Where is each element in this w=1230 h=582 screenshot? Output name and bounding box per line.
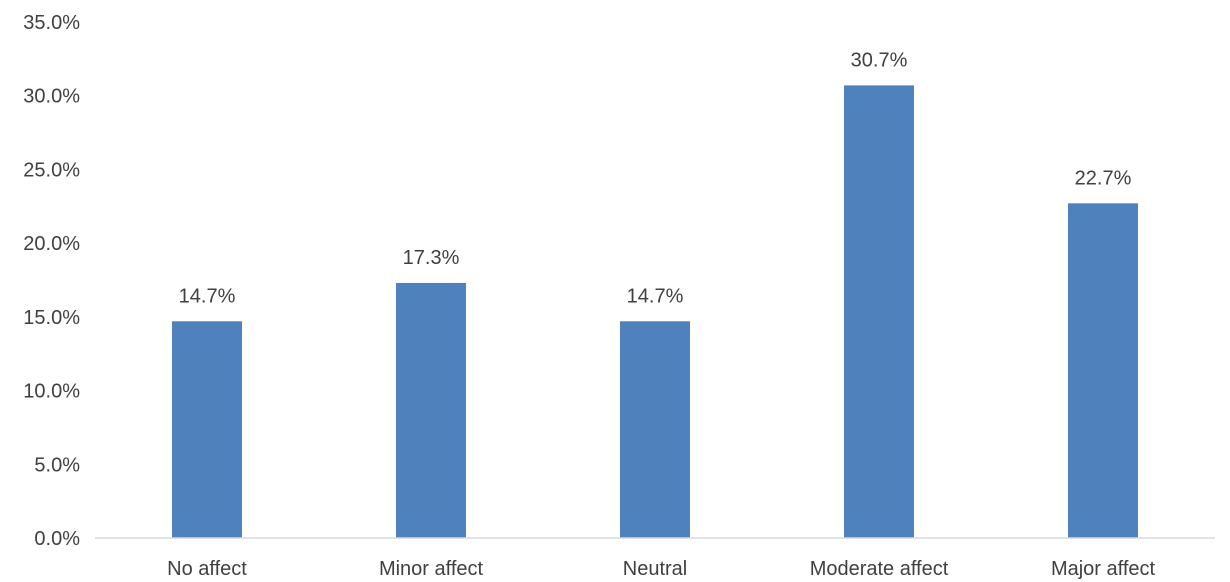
bar-value-label: 22.7% xyxy=(1075,167,1132,189)
bar-value-label: 14.7% xyxy=(627,285,684,307)
bar xyxy=(1068,203,1138,538)
bar-value-label: 30.7% xyxy=(851,49,908,71)
bar-value-label: 14.7% xyxy=(179,285,236,307)
bar xyxy=(620,321,690,538)
x-category-label: No affect xyxy=(167,558,247,580)
y-tick-label: 20.0% xyxy=(23,233,80,255)
y-tick-label: 0.0% xyxy=(34,528,80,550)
y-axis-tick-labels: 0.0% 5.0% 10.0% 15.0% 20.0% 25.0% 30.0% 35.0% xyxy=(23,12,80,550)
y-tick-label: 5.0% xyxy=(34,454,80,476)
y-tick-label: 30.0% xyxy=(23,86,80,108)
bar-value-label: 17.3% xyxy=(403,247,460,269)
x-category-label: Minor affect xyxy=(379,558,484,580)
bar-series xyxy=(172,85,1138,538)
bar xyxy=(172,321,242,538)
y-tick-label: 35.0% xyxy=(23,12,80,34)
x-category-label: Moderate affect xyxy=(810,558,949,580)
data-labels: 14.7% 17.3% 14.7% 30.7% 22.7% xyxy=(179,49,1132,307)
y-tick-label: 10.0% xyxy=(23,381,80,403)
x-category-label: Major affect xyxy=(1051,558,1156,580)
y-tick-label: 15.0% xyxy=(23,307,80,329)
x-category-label: Neutral xyxy=(623,558,687,580)
bar xyxy=(396,282,466,538)
y-tick-label: 25.0% xyxy=(23,159,80,181)
x-axis-category-labels: No affect Minor affect Neutral Moderate aff… xyxy=(167,558,1155,580)
bar xyxy=(844,85,914,538)
